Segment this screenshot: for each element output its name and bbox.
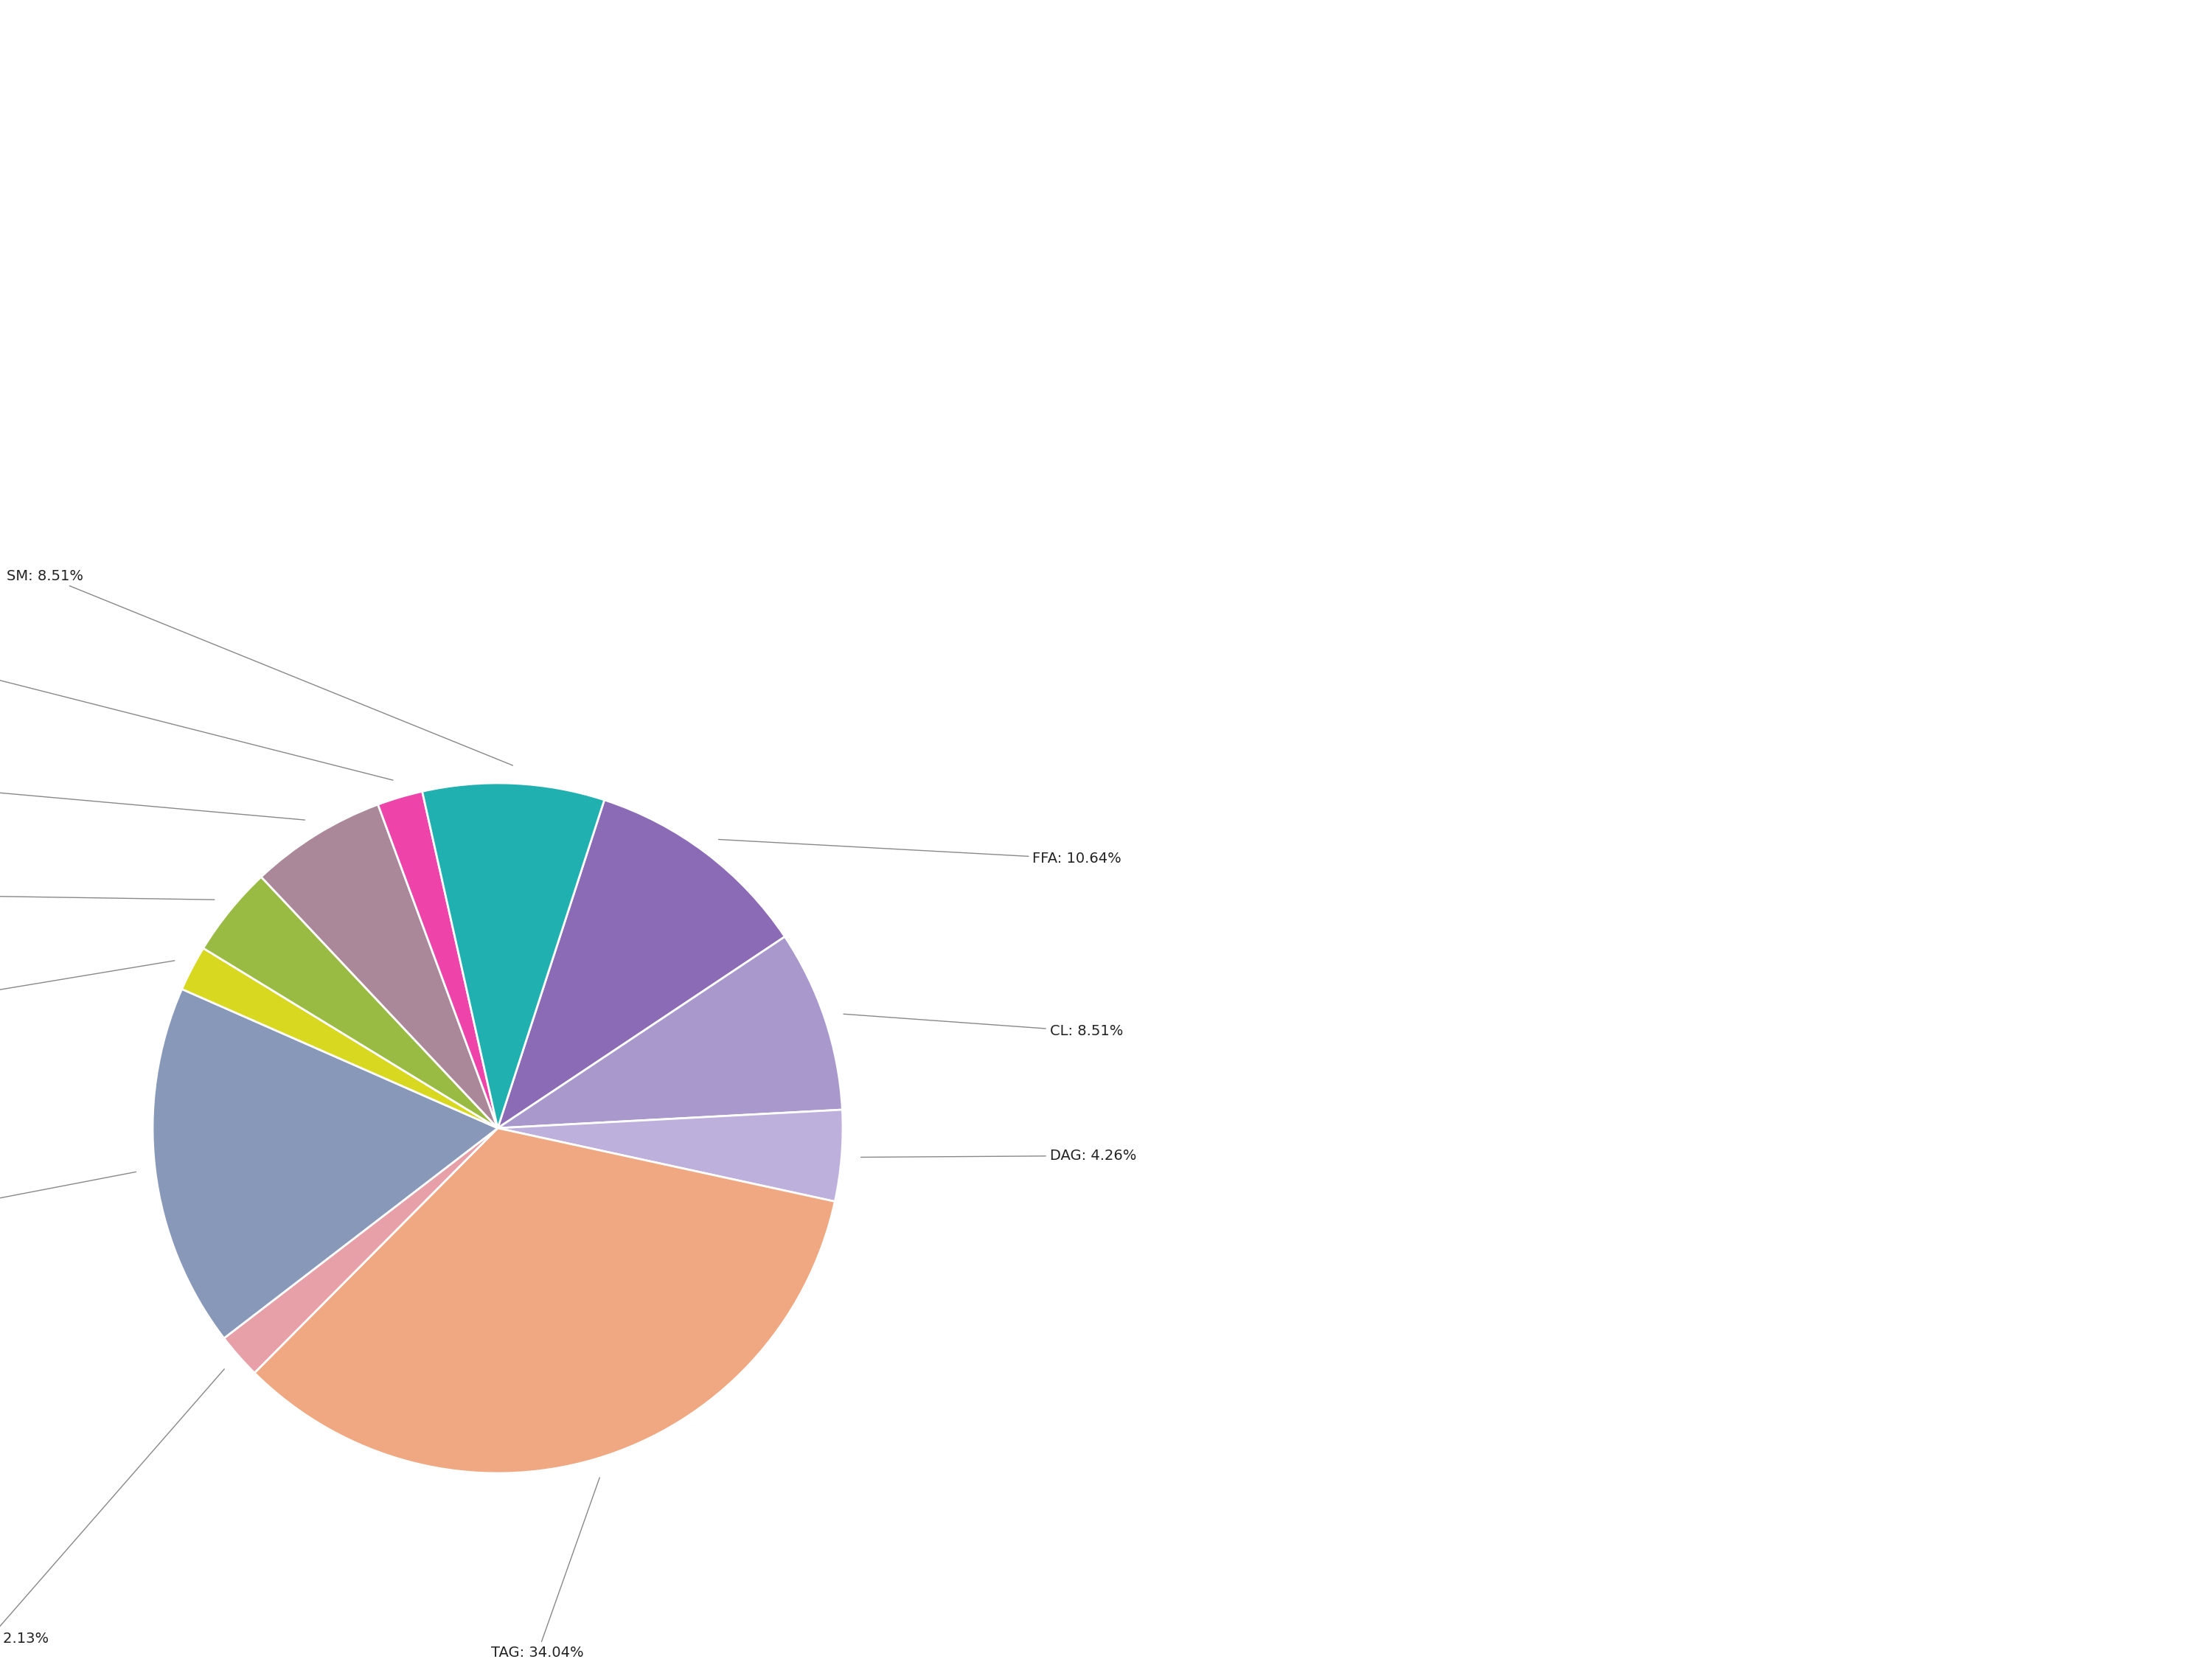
Text: EtherLPC: 2.13%: EtherLPC: 2.13% (0, 1369, 223, 1646)
Wedge shape (422, 783, 604, 1128)
Text: TAG: 34.04%: TAG: 34.04% (491, 1478, 599, 1659)
Text: DAG: 4.26%: DAG: 4.26% (860, 1148, 1137, 1163)
Text: EtherPE: 17.02%: EtherPE: 17.02% (0, 1171, 135, 1246)
Wedge shape (261, 805, 498, 1128)
Text: SM: 8.51%: SM: 8.51% (7, 569, 513, 765)
Wedge shape (223, 1128, 498, 1374)
Text: PC: 6.38%: PC: 6.38% (0, 770, 305, 820)
Wedge shape (498, 937, 843, 1128)
Text: FFA: 10.64%: FFA: 10.64% (719, 839, 1121, 866)
Wedge shape (181, 949, 498, 1128)
Wedge shape (254, 1128, 834, 1473)
Wedge shape (498, 1110, 843, 1201)
Text: LPE: 2.13%: LPE: 2.13% (0, 645, 394, 780)
Text: LPC: 4.25%: LPC: 4.25% (0, 886, 215, 901)
Wedge shape (204, 878, 498, 1128)
Wedge shape (153, 989, 498, 1339)
Wedge shape (498, 800, 785, 1128)
Text: EtherLPE: 2.13%: EtherLPE: 2.13% (0, 961, 175, 1032)
Wedge shape (378, 791, 498, 1128)
Text: CL: 8.51%: CL: 8.51% (843, 1014, 1124, 1039)
